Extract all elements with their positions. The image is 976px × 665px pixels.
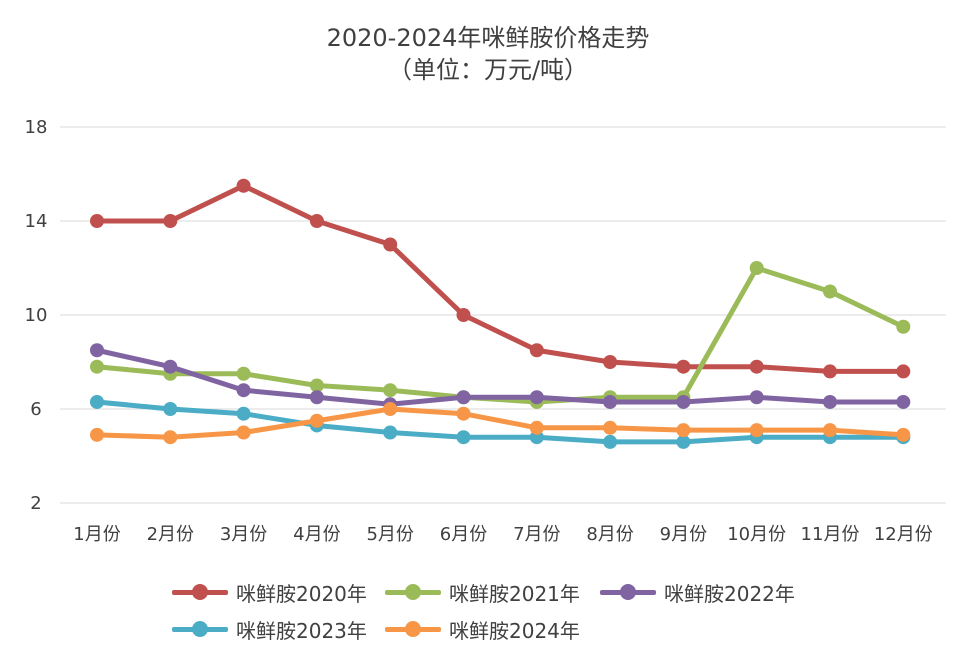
x-tick-label: 1月份 [73, 524, 120, 545]
data-point [603, 434, 618, 449]
chart-title-main: 2020-2024年咪鲜胺价格走势 [326, 24, 650, 52]
data-point [383, 237, 398, 252]
x-tick-label: 2月份 [147, 524, 194, 545]
series-lines [90, 178, 911, 449]
data-point [163, 402, 178, 416]
x-tick-label: 9月份 [660, 524, 707, 545]
data-point [603, 355, 618, 369]
legend-label: 咪鲜胺2020年 [236, 581, 367, 606]
data-point [456, 308, 471, 322]
legend-item: 咪鲜胺2023年 [172, 612, 367, 646]
data-point [90, 359, 104, 374]
data-point [823, 394, 837, 409]
legend-item: 咪鲜胺2024年 [385, 612, 580, 646]
data-point [90, 214, 104, 228]
legend-swatch-icon [385, 582, 441, 602]
data-point [896, 319, 911, 334]
y-tick-label: 14 [25, 211, 48, 232]
legend-item: 咪鲜胺2020年 [172, 575, 367, 609]
series-1 [90, 178, 911, 379]
legend-item: 咪鲜胺2021年 [385, 575, 580, 609]
y-tick-label: 18 [25, 117, 48, 138]
x-tick-label: 3月份 [220, 524, 267, 545]
y-tick-label: 2 [30, 493, 41, 514]
data-point [749, 423, 764, 438]
data-point [529, 343, 544, 358]
data-point [896, 427, 911, 442]
data-point [236, 383, 251, 398]
data-point [603, 394, 618, 409]
grid-lines [60, 126, 946, 504]
y-tick-label: 10 [25, 305, 48, 326]
series-line [94, 406, 906, 440]
data-point [236, 178, 251, 193]
data-point [823, 284, 837, 299]
data-point [163, 359, 178, 374]
legend-swatch-icon [172, 582, 228, 602]
y-tick-label: 6 [30, 399, 41, 420]
data-point [309, 378, 324, 393]
data-point [309, 214, 324, 228]
data-point [676, 434, 691, 449]
data-point [456, 430, 471, 445]
x-tick-label: 5月份 [366, 524, 413, 545]
x-tick-label: 11月份 [801, 524, 860, 545]
data-point [749, 359, 764, 374]
y-axis-ticks: 2 6 10 14 18 [25, 117, 48, 514]
series-5 [90, 402, 911, 445]
data-point [896, 394, 911, 409]
x-tick-label: 10月份 [727, 524, 786, 545]
series-line [94, 183, 906, 374]
data-point [309, 390, 324, 405]
series-line [94, 399, 906, 445]
x-axis-ticks: 1月份 2月份 3月份 4月份 5月份 6月份 7月份 8月份 9月份 10月份 11月份 12月份 [73, 524, 932, 545]
data-point [383, 402, 398, 416]
legend-label: 咪鲜胺2024年 [449, 618, 580, 643]
x-tick-label: 4月份 [293, 524, 340, 545]
x-tick-label: 6月份 [440, 524, 487, 545]
legend-label: 咪鲜胺2022年 [664, 581, 795, 606]
legend-swatch-icon [600, 582, 656, 602]
data-point [90, 343, 104, 358]
legend-label: 咪鲜胺2023年 [236, 618, 367, 643]
legend-label: 咪鲜胺2021年 [449, 581, 580, 606]
data-point [676, 359, 691, 374]
data-point [163, 430, 178, 445]
chart-subtitle: （单位：万元/吨） [387, 56, 589, 84]
data-point [236, 366, 251, 381]
data-point [823, 364, 837, 379]
data-point [529, 390, 544, 405]
data-point [163, 214, 178, 228]
data-point [749, 390, 764, 405]
legend-item: 咪鲜胺2022年 [600, 575, 795, 609]
data-point [236, 406, 251, 421]
data-point [90, 394, 104, 409]
x-tick-label: 12月份 [874, 524, 933, 545]
data-point [823, 423, 837, 438]
data-point [676, 394, 691, 409]
x-tick-label: 7月份 [513, 524, 560, 545]
data-point [603, 420, 618, 435]
chart-title: 2020-2024年咪鲜胺价格走势 （单位：万元/吨） [0, 22, 976, 86]
series-3 [90, 343, 911, 412]
x-tick-label: 8月份 [586, 524, 633, 545]
legend-swatch-icon [172, 619, 228, 639]
data-point [529, 420, 544, 435]
series-line [94, 347, 906, 407]
data-point [309, 413, 324, 428]
data-point [896, 364, 911, 379]
data-point [456, 406, 471, 421]
data-point [676, 423, 691, 438]
data-point [383, 383, 398, 398]
data-point [90, 427, 104, 442]
legend-swatch-icon [385, 619, 441, 639]
data-point [383, 425, 398, 440]
data-point [236, 425, 251, 440]
data-point [749, 261, 764, 275]
data-point [456, 390, 471, 405]
